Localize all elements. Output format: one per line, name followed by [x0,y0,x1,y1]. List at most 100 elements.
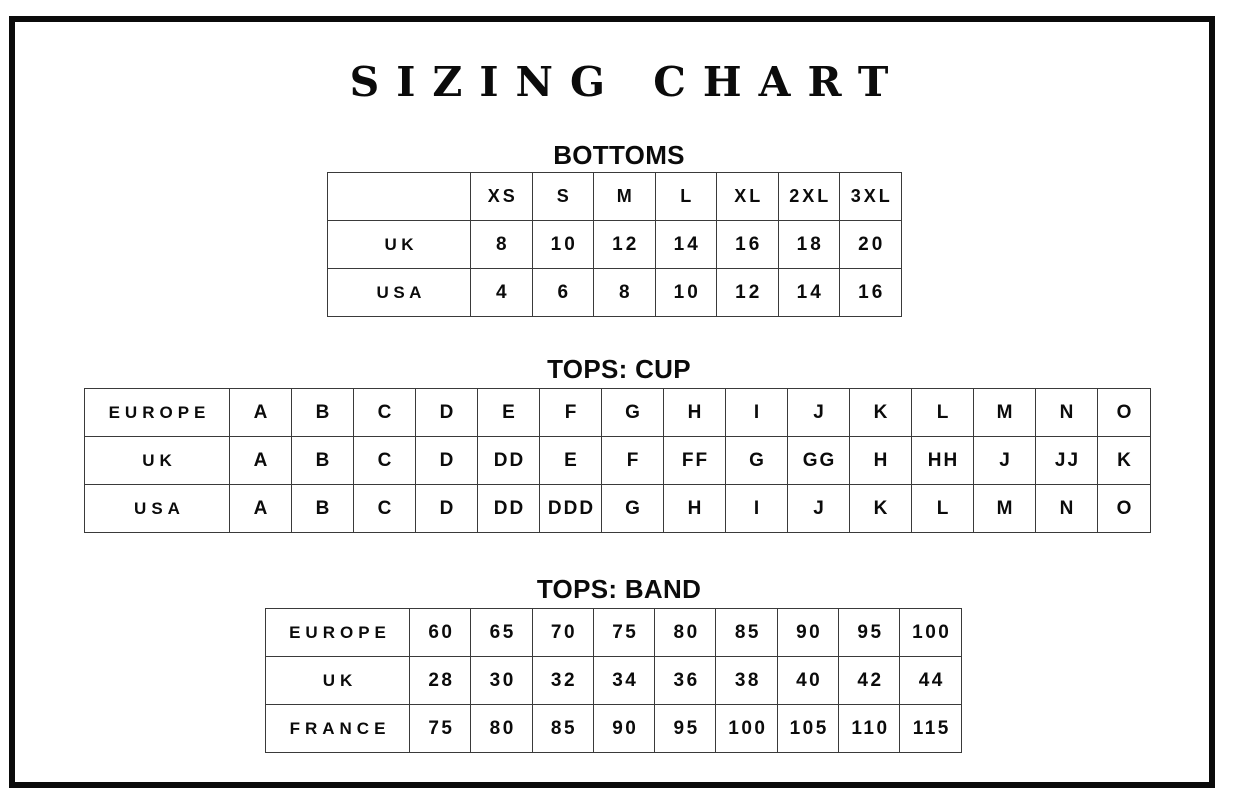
tops-band-cell: 40 [776,656,840,705]
tops-cup-cell: K [849,484,912,533]
tops-cup-cell: J [787,388,850,437]
tops-cup-cell: D [415,436,478,485]
bottoms-row-label-usa: USA [327,268,471,317]
table-row: UK A B C D DD E F FF G GG H HH J JJ K [84,436,1151,485]
table-row: USA A B C D DD DDD G H I J K L M N O [84,484,1151,533]
tops-cup-cell: L [911,388,974,437]
bottoms-row-label-uk: UK [327,220,471,269]
tops-band-cell: 95 [838,608,901,657]
bottoms-column-header: 3XL [839,172,902,221]
bottoms-cell: 14 [777,268,840,317]
tops-band-row-label-uk: UK [265,656,410,705]
bottoms-cell: 10 [531,220,594,269]
tops-band-cell: 100 [899,608,962,657]
tops-cup-cell: D [415,388,478,437]
tops-cup-row-label-usa: USA [84,484,230,533]
bottoms-table-body: XS S M L XL 2XL 3XL UK 8 10 12 14 16 18 20 USA 4 6 8 10 12 14… [327,172,902,317]
tops-band-cell: 36 [654,656,717,705]
decorative-border-frame [9,16,1215,788]
section-heading-bottoms: BOTTOMS [553,140,685,170]
tops-cup-cell: E [477,388,540,437]
tops-band-cell: 105 [776,704,840,753]
tops-band-cell: 75 [408,704,472,753]
tops-cup-cell: DD [477,484,540,533]
tops-band-cell: 110 [838,704,901,753]
tops-cup-cell: G [601,388,664,437]
section-heading-tops-band: TOPS: BAND [536,574,702,604]
tops-cup-cell: N [1035,484,1098,533]
tops-cup-cell: B [291,484,354,533]
bottoms-column-header: XL [716,172,779,221]
tops-cup-cell: M [973,388,1036,437]
table-row: EUROPE A B C D E F G H I J K L M N O [84,388,1151,437]
bottoms-column-header: L [654,172,717,221]
tops-cup-cell: I [725,388,788,437]
tops-cup-cell: M [973,484,1036,533]
bottoms-column-header: 2XL [777,172,840,221]
tops-cup-cell: JJ [1035,436,1098,485]
bottoms-cell: 12 [593,220,656,269]
section-heading-tops-cup: TOPS: CUP [547,354,691,384]
tops-band-cell: 75 [592,608,656,657]
tops-band-cell: 65 [470,608,533,657]
bottoms-corner-cell [327,172,471,221]
table-row: USA 4 6 8 10 12 14 16 [327,268,902,317]
bottoms-cell: 12 [716,268,779,317]
tops-cup-cell: A [229,484,292,533]
tops-cup-cell: B [291,436,354,485]
tops-cup-row-label-europe: EUROPE [84,388,230,437]
bottoms-cell: 14 [654,220,717,269]
tops-cup-cell: O [1097,388,1151,437]
bottoms-size-table: XS S M L XL 2XL 3XL UK 8 10 12 14 16 18 20 USA 4 6 8 10 12 14… [327,172,902,317]
table-row: UK 28 30 32 34 36 38 40 42 44 [265,656,962,705]
tops-cup-cell: J [787,484,850,533]
tops-band-cell: 32 [531,656,594,705]
bottoms-cell: 16 [839,268,902,317]
tops-cup-cell: H [849,436,912,485]
tops-cup-cell: A [229,388,292,437]
tops-band-row-label-france: FRANCE [265,704,410,753]
tops-cup-size-table: EUROPE A B C D E F G H I J K L M N O UK A B C D DD E F FF G GG H HH J… [84,388,1151,533]
tops-cup-cell: DDD [539,484,602,533]
tops-cup-cell: E [539,436,602,485]
tops-cup-cell: L [911,484,974,533]
bottoms-cell: 18 [777,220,840,269]
tops-cup-cell: GG [787,436,850,485]
tops-cup-row-label-uk: UK [84,436,230,485]
table-row: XS S M L XL 2XL 3XL [327,172,902,221]
tops-band-size-table: EUROPE 60 65 70 75 80 85 90 95 100 UK 28 30 32 34 36 38 4… [265,608,962,753]
tops-cup-cell: H [663,484,726,533]
tops-cup-cell: G [725,436,788,485]
tops-band-cell: 34 [592,656,656,705]
tops-cup-cell: G [601,484,664,533]
page-title: SIZING CHART [349,58,906,106]
tops-cup-cell: F [539,388,602,437]
tops-cup-cell: B [291,388,354,437]
table-row: EUROPE 60 65 70 75 80 85 90 95 100 [265,608,962,657]
bottoms-cell: 6 [531,268,594,317]
tops-cup-cell: K [1097,436,1151,485]
tops-band-row-label-europe: EUROPE [265,608,410,657]
tops-cup-cell: A [229,436,292,485]
tops-cup-cell: F [601,436,664,485]
tops-band-cell: 70 [531,608,594,657]
tops-cup-cell: N [1035,388,1098,437]
bottoms-cell: 16 [716,220,779,269]
bottoms-cell: 4 [470,268,533,317]
bottoms-cell: 10 [654,268,717,317]
bottoms-column-header: S [531,172,594,221]
tops-band-cell: 115 [899,704,962,753]
tops-cup-cell: HH [911,436,974,485]
tops-cup-cell: O [1097,484,1151,533]
tops-band-cell: 95 [654,704,717,753]
tops-cup-cell: I [725,484,788,533]
table-row: UK 8 10 12 14 16 18 20 [327,220,902,269]
tops-cup-cell: FF [663,436,726,485]
tops-cup-cell: DD [477,436,540,485]
tops-cup-cell: J [973,436,1036,485]
tops-band-cell: 85 [531,704,594,753]
tops-band-cell: 38 [715,656,778,705]
tops-cup-cell: C [353,436,416,485]
tops-band-cell: 60 [408,608,472,657]
